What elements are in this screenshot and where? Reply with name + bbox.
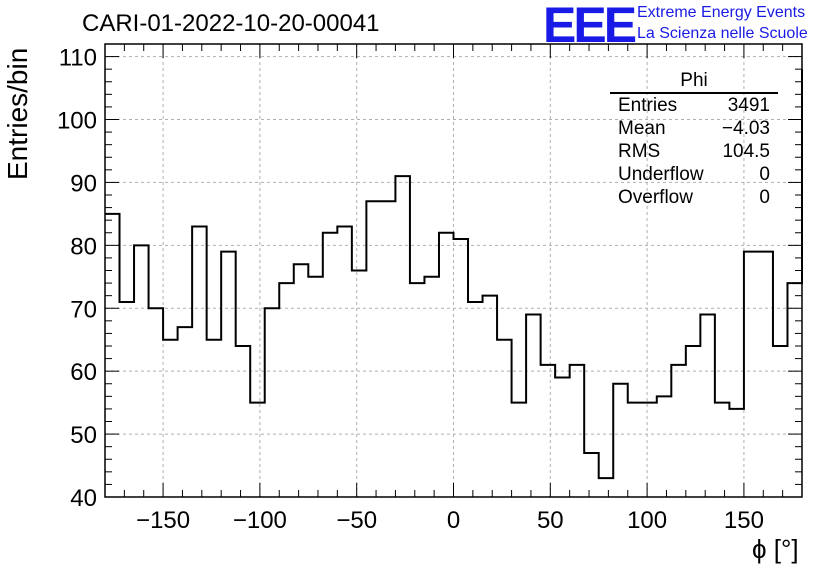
stats-row: Mean −4.03	[610, 117, 778, 140]
stats-rows: Entries 3491 Mean −4.03 RMS 104.5 Underflow 0 Ov…	[610, 94, 778, 209]
stats-row: Entries 3491	[610, 94, 778, 117]
y-tick-label: 90	[70, 170, 97, 197]
y-tick-label: 70	[70, 296, 97, 323]
stats-row: Underflow 0	[610, 163, 778, 186]
y-tick-label: 60	[70, 359, 97, 386]
y-tick-label: 110	[59, 45, 97, 72]
stats-label: Underflow	[618, 164, 704, 185]
stats-value: 0	[759, 187, 770, 208]
chart-title: CARI-01-2022-10-20-00041	[82, 10, 380, 37]
x-tick-label: −50	[336, 507, 377, 534]
stats-box: Phi Entries 3491 Mean −4.03 RMS 104.5 Underflo…	[610, 70, 778, 209]
stats-name: Phi	[610, 70, 778, 94]
stats-row: Overflow 0	[610, 186, 778, 209]
y-tick-label: 100	[57, 108, 97, 135]
y-tick-label: 80	[70, 233, 97, 260]
stats-label: Entries	[618, 95, 678, 116]
stats-value: −4.03	[721, 118, 770, 139]
tick-marks	[104, 43, 803, 498]
eee-logo: EEE	[543, 0, 637, 53]
stats-label: RMS	[618, 141, 661, 162]
stats-label: Overflow	[618, 187, 693, 208]
x-axis-label: ϕ [°]	[752, 534, 799, 564]
tick-labels: −150 −100 −50 0 50 100 150 40 50 60 70 80 90 100 110	[57, 45, 764, 534]
x-tick-label: 100	[627, 507, 667, 534]
y-tick-label: 50	[70, 422, 97, 449]
x-tick-label: 150	[724, 507, 764, 534]
y-axis-label: Entries/bin	[2, 47, 33, 180]
x-tick-label: −100	[233, 507, 287, 534]
logo-line2: La Scienza nelle Scuole	[637, 25, 808, 42]
stats-label: Mean	[618, 118, 666, 139]
histogram-step-line	[105, 69, 803, 480]
x-tick-label: 0	[447, 507, 460, 534]
stats-row: RMS 104.5	[610, 140, 778, 163]
y-tick-label: 40	[70, 485, 97, 512]
x-tick-label: 50	[537, 507, 564, 534]
x-tick-label: −150	[136, 507, 190, 534]
stats-value: 104.5	[722, 141, 770, 162]
stats-value: 0	[759, 164, 770, 185]
logo-line1: Extreme Energy Events	[637, 4, 806, 21]
stats-value: 3491	[727, 95, 770, 116]
